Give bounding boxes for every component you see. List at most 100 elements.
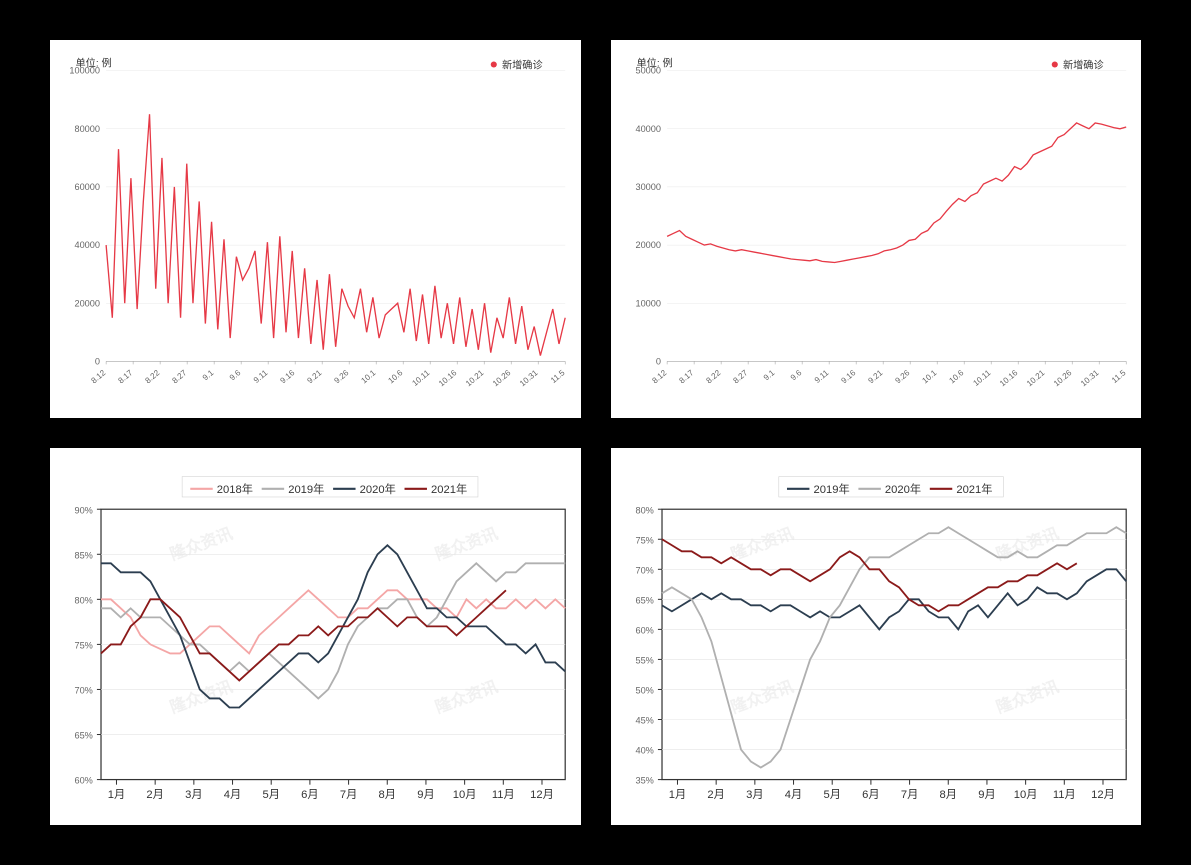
- y-tick-label: 80000: [74, 124, 100, 134]
- x-tick-label: 10.1: [360, 368, 378, 385]
- x-tick-label: 2月: [146, 788, 163, 800]
- y-tick-label: 75%: [635, 535, 653, 545]
- x-tick-label: 9.26: [332, 368, 350, 385]
- y-tick-label: 55%: [635, 655, 653, 665]
- chart-panel-1: 单位: 例新增确诊0200004000060000800001000008.12…: [50, 40, 581, 418]
- watermark: 隆众资讯: [433, 676, 501, 716]
- x-tick-label: 9.6: [788, 368, 803, 382]
- x-tick-label: 3月: [185, 788, 202, 800]
- y-tick-label: 40000: [74, 240, 100, 250]
- y-tick-label: 70%: [635, 565, 653, 575]
- y-tick-label: 30000: [635, 182, 661, 192]
- x-tick-label: 8.12: [89, 368, 107, 385]
- x-tick-label: 6月: [862, 788, 879, 800]
- x-tick-label: 1月: [668, 788, 685, 800]
- y-tick-label: 75%: [74, 640, 92, 650]
- x-tick-label: 12月: [1091, 788, 1115, 800]
- x-tick-label: 8.22: [704, 368, 722, 385]
- y-tick-label: 100000: [69, 66, 100, 76]
- y-tick-label: 0: [95, 356, 100, 366]
- legend-marker: [491, 61, 497, 67]
- x-tick-label: 3月: [746, 788, 763, 800]
- x-tick-label: 9.16: [839, 368, 857, 385]
- x-tick-label: 10.6: [947, 368, 965, 385]
- x-tick-label: 4月: [224, 788, 241, 800]
- x-tick-label: 10.26: [1052, 368, 1074, 388]
- legend-label: 2020年: [360, 481, 396, 495]
- x-tick-label: 10.1: [920, 368, 938, 385]
- x-tick-label: 10.16: [437, 368, 459, 388]
- x-tick-label: 10月: [1013, 788, 1037, 800]
- series-line: [667, 123, 1126, 263]
- x-tick-label: 8.17: [677, 368, 695, 385]
- x-tick-label: 7月: [340, 788, 357, 800]
- legend-label: 2019年: [288, 481, 324, 495]
- y-tick-label: 80%: [74, 595, 92, 605]
- chart4-svg: 隆众资讯隆众资讯隆众资讯隆众资讯35%40%45%50%55%60%65%70%…: [611, 448, 1142, 826]
- x-tick-label: 4月: [784, 788, 801, 800]
- chart2-svg: 单位: 例新增确诊010000200003000040000500008.128…: [611, 40, 1142, 418]
- y-tick-label: 70%: [74, 685, 92, 695]
- x-tick-label: 8.12: [650, 368, 668, 385]
- chart-grid: 单位: 例新增确诊0200004000060000800001000008.12…: [0, 0, 1191, 865]
- x-tick-label: 9.21: [866, 368, 884, 385]
- watermark: 隆众资讯: [167, 523, 235, 563]
- legend-marker: [1051, 61, 1057, 67]
- x-tick-label: 11.5: [1109, 368, 1127, 385]
- y-tick-label: 20000: [635, 240, 661, 250]
- y-tick-label: 60%: [74, 775, 92, 785]
- x-tick-label: 8月: [939, 788, 956, 800]
- series-line: [106, 114, 565, 355]
- y-tick-label: 50000: [635, 66, 661, 76]
- legend-label: 新增确诊: [502, 59, 543, 72]
- legend-label: 2021年: [956, 481, 992, 495]
- x-tick-label: 11.5: [549, 368, 567, 385]
- x-tick-label: 8.27: [170, 368, 188, 385]
- y-tick-label: 90%: [74, 505, 92, 515]
- watermark: 隆众资讯: [728, 676, 796, 716]
- x-tick-label: 10.21: [464, 368, 486, 388]
- y-tick-label: 35%: [635, 775, 653, 785]
- y-tick-label: 60000: [74, 182, 100, 192]
- y-tick-label: 40%: [635, 745, 653, 755]
- x-tick-label: 9月: [417, 788, 434, 800]
- x-tick-label: 2月: [707, 788, 724, 800]
- x-tick-label: 10.31: [518, 368, 540, 388]
- x-tick-label: 9月: [978, 788, 995, 800]
- y-tick-label: 65%: [74, 730, 92, 740]
- chart-panel-2: 单位: 例新增确诊010000200003000040000500008.128…: [611, 40, 1142, 418]
- x-tick-label: 10.11: [410, 368, 431, 388]
- y-tick-label: 60%: [635, 625, 653, 635]
- legend-label: 2019年: [813, 481, 849, 495]
- x-tick-label: 12月: [530, 788, 554, 800]
- x-tick-label: 1月: [108, 788, 125, 800]
- x-tick-label: 10.16: [998, 368, 1020, 388]
- x-tick-label: 9.6: [228, 368, 243, 382]
- x-tick-label: 10.11: [971, 368, 992, 388]
- x-tick-label: 11月: [492, 788, 515, 800]
- watermark: 隆众资讯: [433, 523, 501, 563]
- x-tick-label: 9.1: [201, 368, 216, 382]
- legend-label: 2021年: [431, 481, 467, 495]
- y-tick-label: 45%: [635, 715, 653, 725]
- chart-panel-3: 隆众资讯隆众资讯隆众资讯隆众资讯60%65%70%75%80%85%90%1月2…: [50, 448, 581, 826]
- y-tick-label: 20000: [74, 298, 100, 308]
- watermark: 隆众资讯: [993, 676, 1061, 716]
- x-tick-label: 10.6: [387, 368, 405, 385]
- x-tick-label: 10月: [453, 788, 477, 800]
- x-tick-label: 5月: [823, 788, 840, 800]
- watermark: 隆众资讯: [167, 676, 235, 716]
- x-tick-label: 8月: [379, 788, 396, 800]
- x-tick-label: 9.21: [305, 368, 323, 385]
- y-tick-label: 40000: [635, 124, 661, 134]
- chart1-svg: 单位: 例新增确诊0200004000060000800001000008.12…: [50, 40, 581, 418]
- x-tick-label: 10.21: [1025, 368, 1047, 388]
- x-tick-label: 5月: [262, 788, 279, 800]
- y-tick-label: 50%: [635, 685, 653, 695]
- y-tick-label: 0: [655, 356, 660, 366]
- legend-label: 新增确诊: [1062, 59, 1103, 72]
- x-tick-label: 10.26: [491, 368, 513, 388]
- x-tick-label: 11月: [1052, 788, 1075, 800]
- chart-panel-4: 隆众资讯隆众资讯隆众资讯隆众资讯35%40%45%50%55%60%65%70%…: [611, 448, 1142, 826]
- x-tick-label: 6月: [301, 788, 318, 800]
